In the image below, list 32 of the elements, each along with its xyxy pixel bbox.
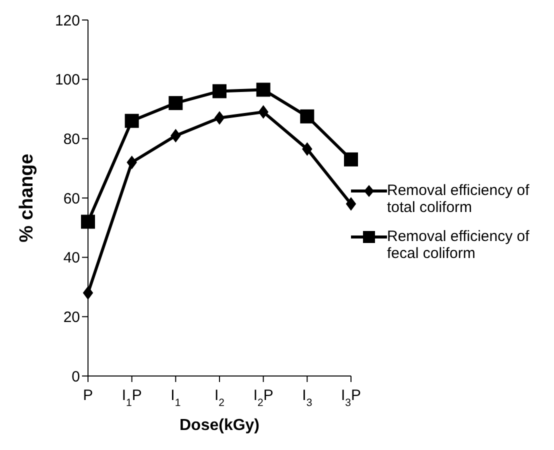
point [124,114,139,128]
y-tick-label: 120 [54,12,80,30]
y-tick-label: 0 [72,368,80,386]
point [300,109,314,124]
x-tick-label: I$_{2}$ [214,387,225,409]
x-tick-label: P [82,387,94,404]
x-tick-label: I$_{1}$ [170,387,181,409]
point [212,84,226,98]
y-tick-label: 100 [54,72,80,89]
point [168,96,183,110]
x-tick-label: I$_{3}$ [302,387,312,409]
point [126,156,137,169]
y-tick-label: 60 [63,190,80,208]
point [83,286,93,300]
point [258,105,268,118]
point [81,214,95,229]
point [256,82,270,97]
y-tick-label: 40 [63,250,80,267]
x-tick-label: I$_{2}$P [253,387,274,409]
legend-label: Removal efficiency of total coliform [387,182,530,216]
x-tick-label: I$_{3}$P [340,387,362,409]
x-tick-label: I$_{1}$P [122,387,142,409]
point [170,129,181,142]
x-axis-title: Dose(kGy) [179,417,260,434]
y-tick-label: 80 [63,130,80,148]
y-tick-label: 20 [63,308,80,326]
point [214,111,224,124]
y-axis-title: % change [16,154,38,242]
point [302,142,312,156]
point [344,152,358,166]
legend-label: Removal efficiency of fecal coliform [387,228,530,262]
point [346,197,356,210]
